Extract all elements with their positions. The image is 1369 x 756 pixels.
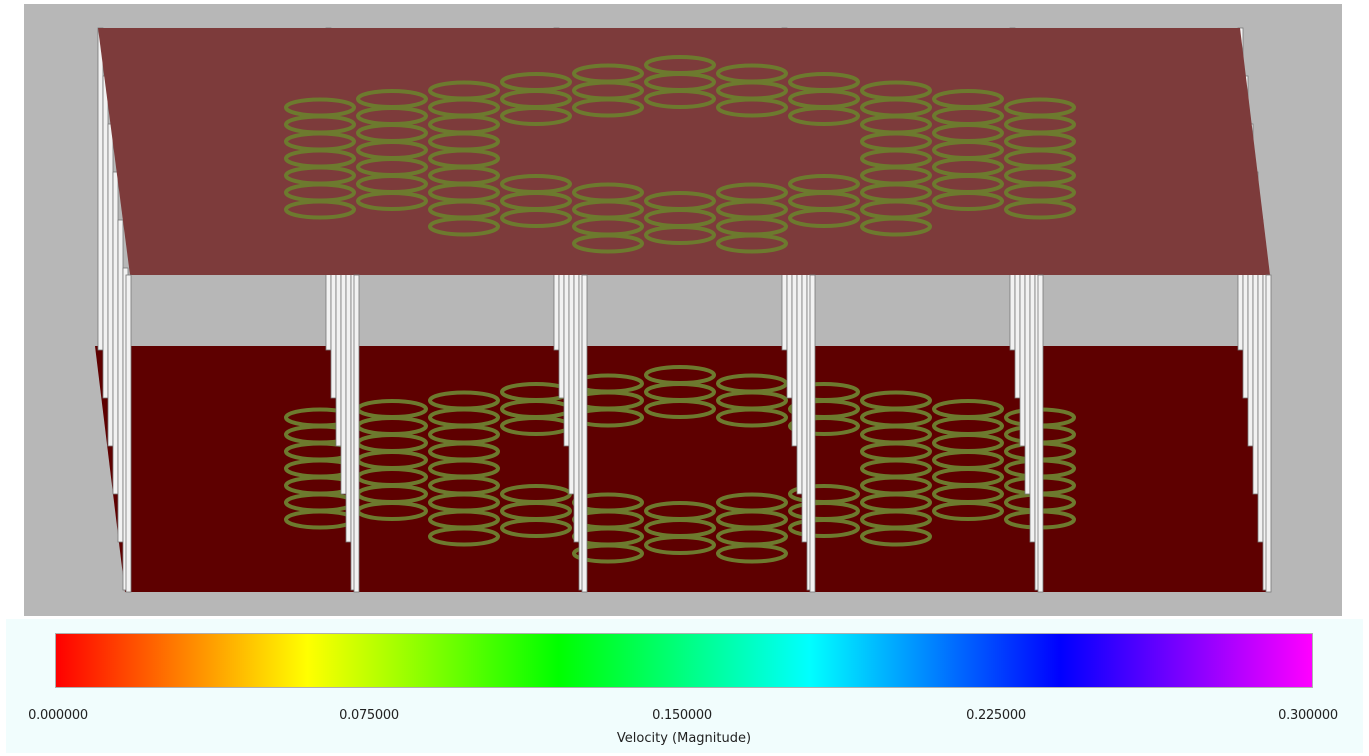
legend-title: Velocity (Magnitude) [616,731,752,746]
top-plate [98,28,1270,275]
support-pillar [107,123,114,447]
support-pillar [112,171,119,495]
top-ring [860,216,932,237]
bottom-ring [428,526,500,547]
bottom-plate [95,346,1270,592]
top-ring [356,191,428,211]
bottom-ring [644,399,716,419]
top-ring-array [284,55,1076,254]
support-pillar [1037,274,1044,593]
support-pillar [117,219,124,543]
top-ring [428,216,500,237]
top-ring [788,208,860,228]
bottom-ring [932,501,1004,521]
top-ring [1004,199,1076,220]
bottom-ring [572,543,644,564]
support-pillar [353,274,360,593]
top-ring [932,191,1004,211]
tick-label-1: 0.075000 [339,708,399,723]
support-pillar [97,27,104,351]
tick-label-3: 0.225000 [966,708,1026,723]
top-ring [284,199,356,220]
support-pillar [102,75,109,399]
top-ring [500,106,572,126]
top-ring [500,208,572,228]
bottom-ring [716,407,788,428]
top-ring [644,89,716,109]
tick-label-4: 0.300000 [1278,708,1338,723]
top-ring [572,97,644,118]
support-pillar [125,274,132,593]
tick-label-2: 0.150000 [652,708,712,723]
bottom-ring [644,535,716,555]
top-ring [644,225,716,245]
top-ring [572,233,644,254]
support-pillar [1265,274,1272,593]
bottom-ring [716,543,788,564]
bottom-ring [788,518,860,538]
bottom-ring [860,526,932,547]
support-pillars-front [125,274,1272,593]
bottom-ring [500,518,572,538]
top-ring [716,233,788,254]
colorbar [55,633,1313,688]
support-pillar [809,274,816,593]
tick-label-0: 0.000000 [28,708,88,723]
top-ring [716,97,788,118]
top-ring [788,106,860,126]
color-legend-panel: 0.000000 0.075000 0.150000 0.225000 0.30… [6,619,1363,753]
support-pillar [581,274,588,593]
bottom-ring [788,416,860,436]
